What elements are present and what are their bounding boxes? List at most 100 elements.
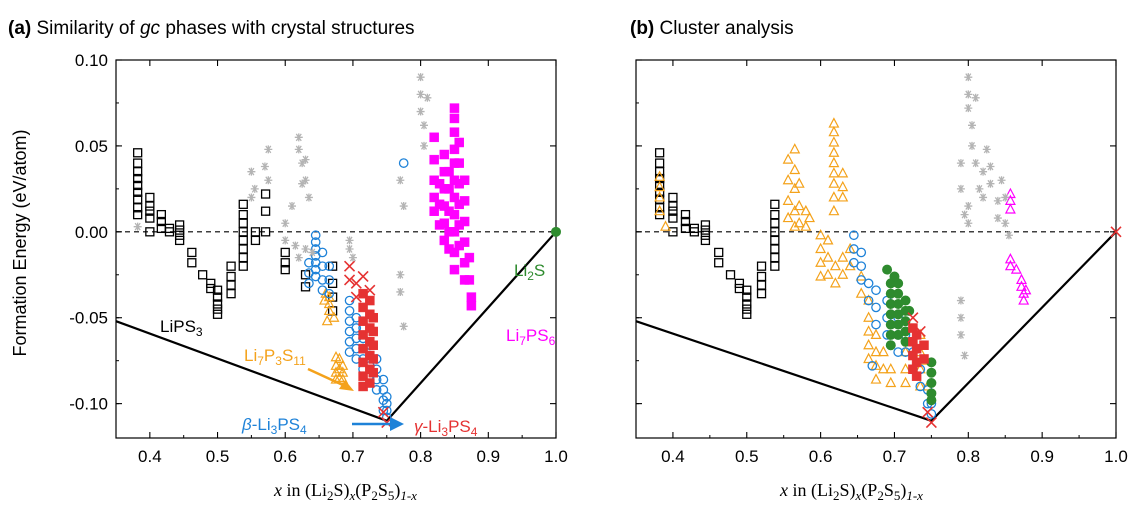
data-point [919, 354, 929, 364]
data-point [337, 366, 349, 377]
data-point [368, 367, 378, 378]
data-point [206, 278, 216, 289]
data-point [133, 158, 143, 168]
panel-b-ticks: 0.4 0.5 0.6 0.7 0.8 0.9 1.0 [635, 59, 1128, 466]
data-point [926, 367, 937, 378]
data-point [975, 184, 984, 193]
series-cluster-magenta [1004, 187, 1032, 305]
data-point [260, 162, 269, 171]
series-beta-li3ps4 [304, 158, 409, 423]
data-point [464, 275, 475, 285]
data-point [377, 406, 389, 418]
data-point [877, 362, 889, 374]
data-point [756, 261, 767, 271]
data-point [882, 264, 893, 275]
y-axis-label: Formation Energy (eV/atom) [10, 129, 30, 356]
data-point [742, 299, 752, 309]
data-point [345, 236, 354, 245]
data-point [871, 302, 881, 313]
data-point [226, 261, 236, 271]
data-point [964, 73, 973, 82]
data-point [318, 294, 330, 305]
data-point [855, 287, 867, 298]
data-point [466, 292, 477, 302]
data-point [828, 177, 840, 188]
data-point [837, 167, 849, 178]
data-point [904, 305, 915, 316]
data-point [654, 203, 665, 213]
data-point [668, 206, 678, 216]
data-point [782, 211, 794, 223]
data-point [226, 280, 236, 290]
data-point [756, 289, 767, 299]
data-point [324, 261, 335, 272]
data-point [174, 225, 185, 235]
data-point [964, 202, 973, 211]
panel-b-title: (b) Cluster analysis [630, 18, 794, 39]
data-point [365, 378, 375, 388]
x-tick-label: 0.9 [476, 447, 500, 466]
data-point [439, 149, 450, 160]
data-point [815, 256, 827, 267]
data-point [822, 268, 834, 279]
data-point [187, 258, 197, 268]
data-point [304, 268, 314, 278]
data-point [756, 280, 767, 290]
data-point [298, 159, 307, 168]
data-point [968, 141, 976, 150]
data-point [956, 296, 965, 305]
data-point [429, 192, 439, 203]
data-point [133, 187, 143, 197]
data-point [368, 312, 378, 323]
data-point [344, 306, 355, 316]
data-point [907, 312, 919, 324]
data-point [238, 252, 248, 263]
data-point [330, 366, 342, 377]
data-point [700, 230, 711, 240]
data-point [828, 117, 840, 128]
data-point [145, 227, 155, 237]
data-point [358, 343, 368, 354]
data-point [238, 209, 248, 220]
data-point [358, 330, 368, 340]
data-point [700, 225, 711, 235]
data-point [459, 196, 470, 206]
data-point [197, 270, 208, 280]
data-point [1004, 231, 1013, 240]
data-point [756, 271, 767, 282]
data-point [264, 145, 273, 154]
data-point [680, 216, 691, 227]
data-point [668, 213, 678, 223]
data-point [145, 192, 155, 203]
data-point [964, 90, 973, 99]
data-point [900, 376, 912, 388]
data-point [464, 252, 475, 263]
data-point [304, 278, 314, 289]
data-point [837, 268, 849, 279]
data-point [770, 218, 780, 228]
data-point [914, 325, 926, 338]
data-point [358, 316, 368, 326]
y-tick-label: 0.10 [75, 51, 108, 70]
data-point [260, 206, 271, 216]
x-tick-label: 0.6 [273, 447, 297, 466]
data-point [327, 261, 338, 271]
series-cluster-orange [654, 117, 934, 391]
data-point [844, 259, 856, 271]
data-point [328, 311, 340, 322]
x-tick-label: 1.0 [1104, 447, 1128, 466]
data-point [304, 193, 313, 202]
x-tick-label: 0.5 [206, 447, 230, 466]
data-point [1004, 259, 1016, 271]
data-point [867, 360, 878, 371]
data-point [877, 345, 889, 357]
data-point [926, 409, 937, 419]
data-point [770, 244, 780, 254]
x-tick-label: 0.4 [661, 447, 685, 466]
data-point [956, 159, 965, 168]
data-point [870, 373, 882, 384]
convex-hull-line [635, 231, 1117, 423]
data-point [145, 201, 155, 211]
data-point [212, 309, 223, 319]
data-point [212, 299, 223, 309]
